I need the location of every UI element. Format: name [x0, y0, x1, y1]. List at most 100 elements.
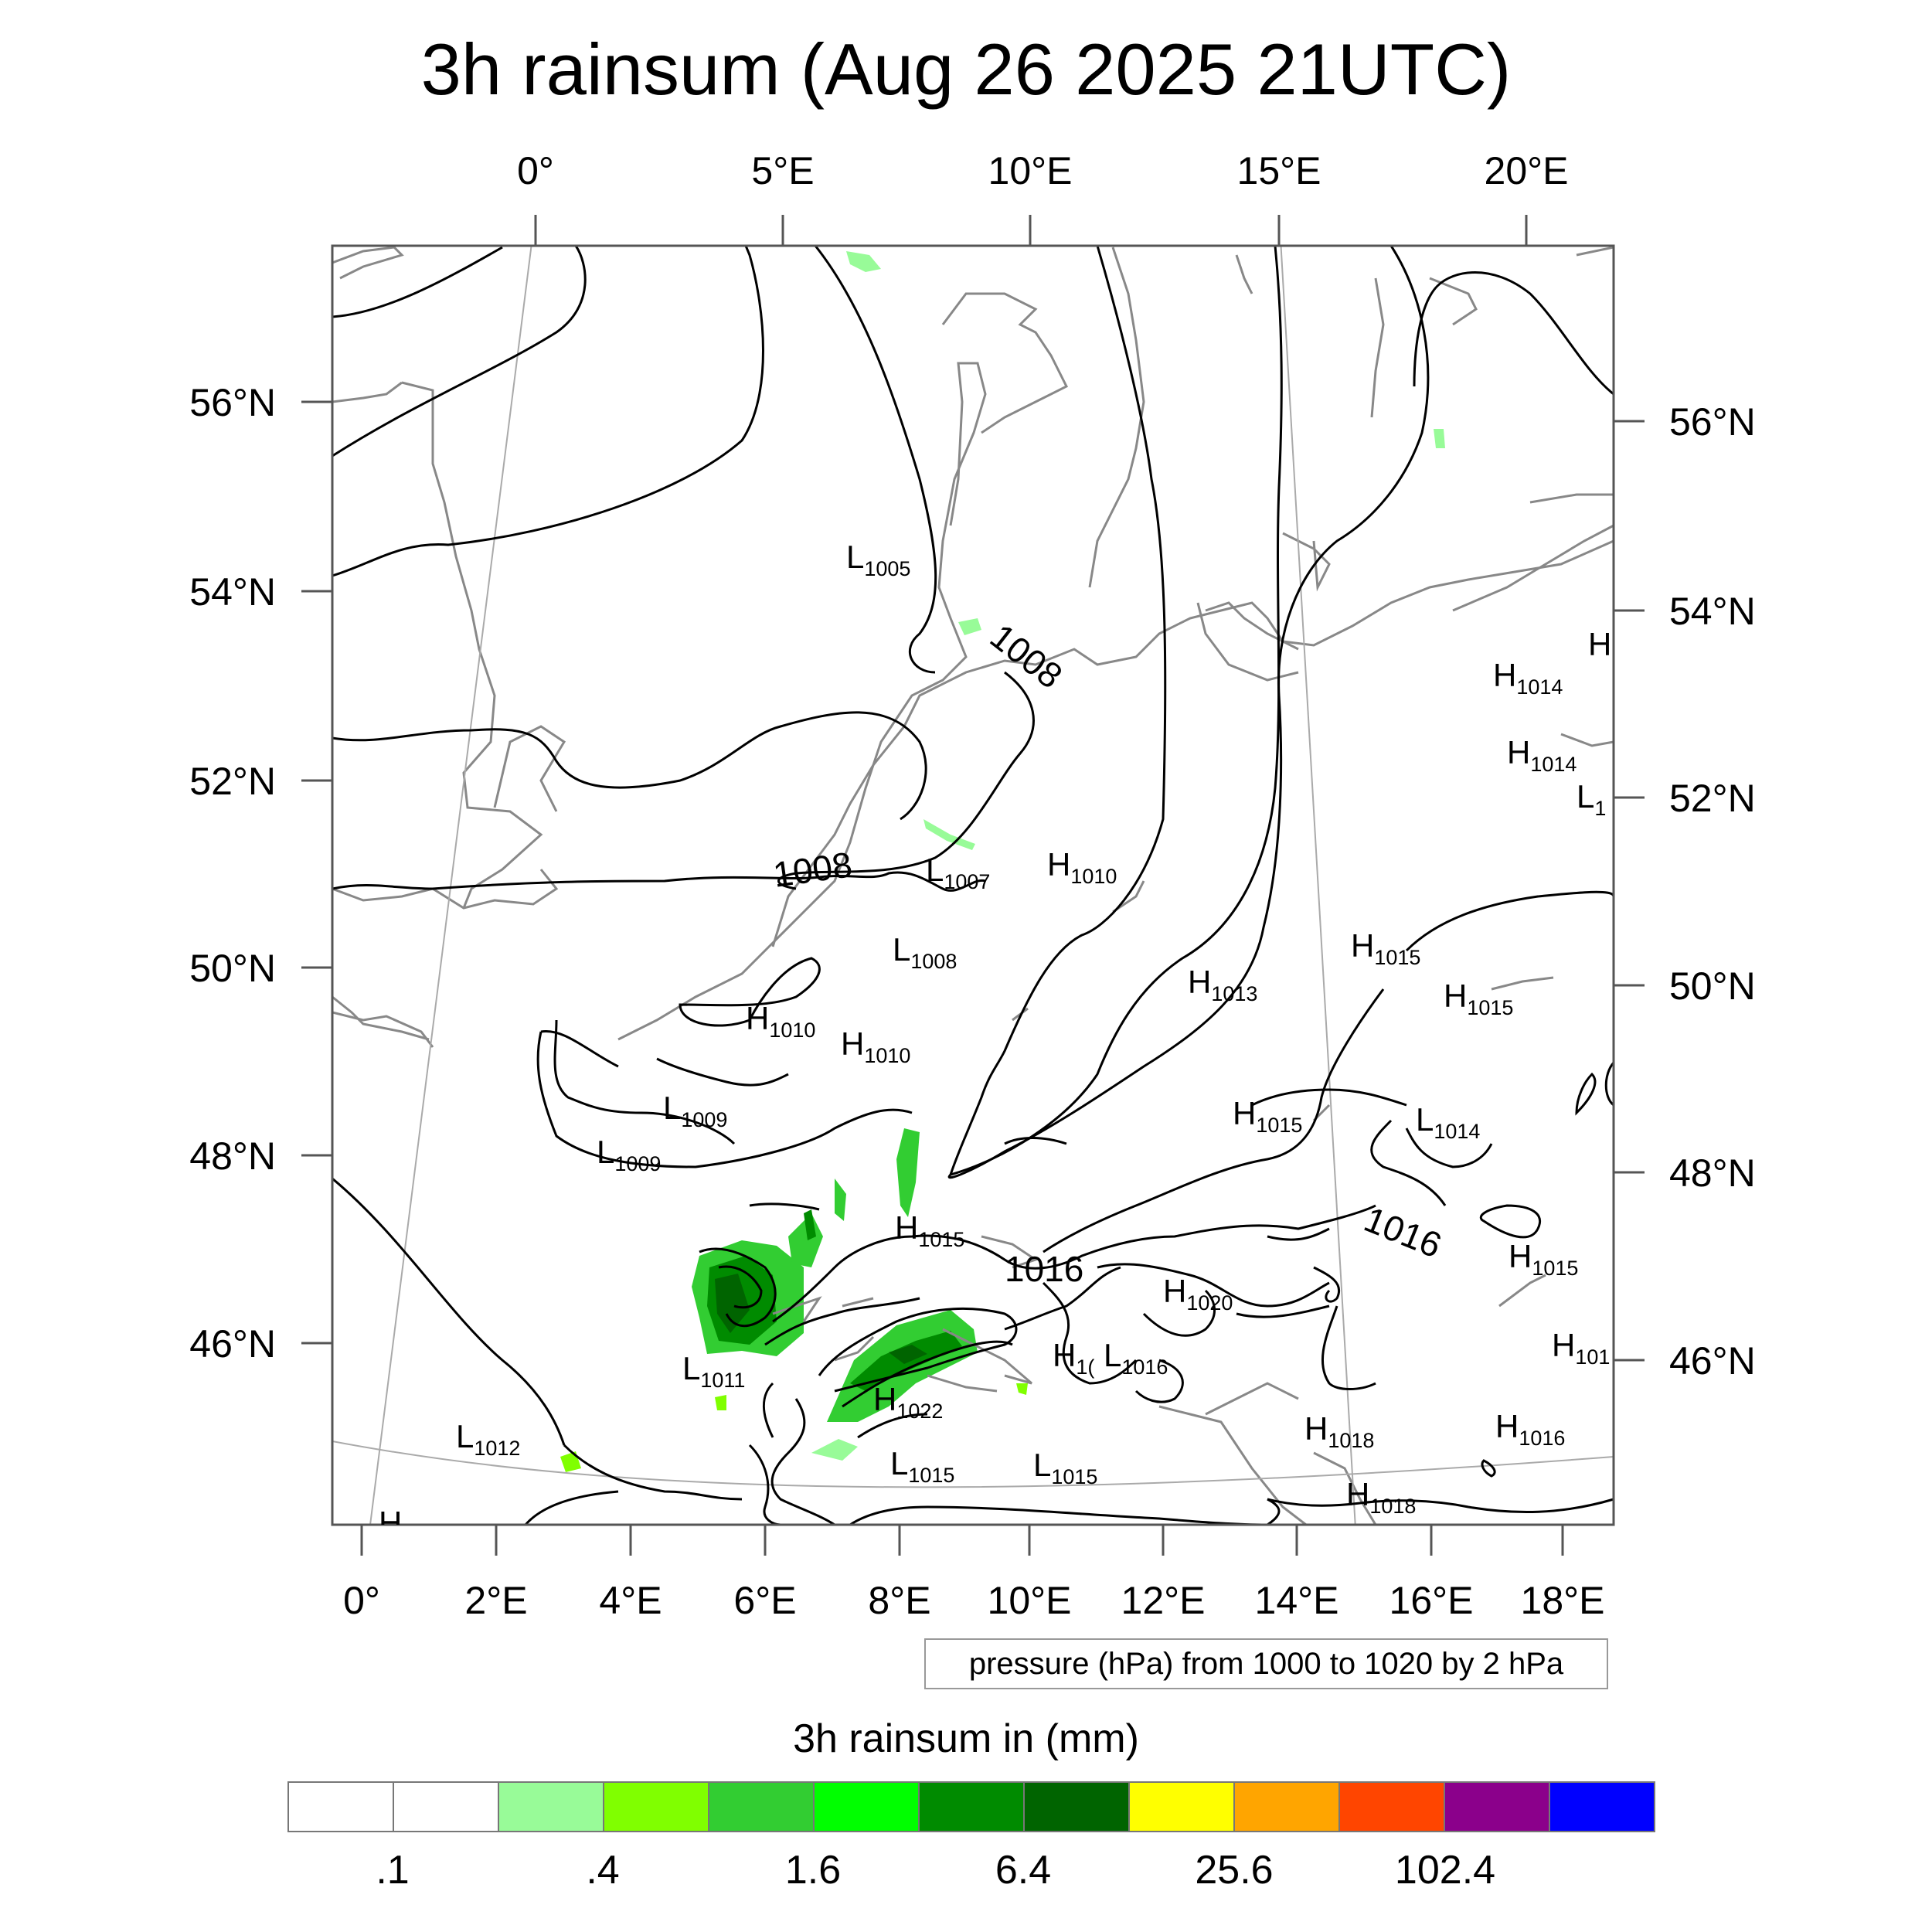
pressure-center-value: 1015 — [1374, 946, 1420, 969]
tick-label: 4°E — [599, 1579, 662, 1622]
pressure-center-letter: H — [379, 1505, 402, 1541]
pressure-center-letter: L — [926, 852, 944, 888]
pressure-center-letter: H — [1351, 927, 1374, 964]
right-tick-labels: 56°N 54°N 52°N 50°N 48°N 46°N — [1669, 400, 1756, 1383]
rain-patch — [835, 1179, 846, 1221]
tick-label: 10°E — [988, 149, 1073, 192]
pressure-center-value: 1005 — [864, 557, 910, 580]
pressure-center-value: 1 — [1594, 797, 1606, 820]
colorbar-label: 25.6 — [1195, 1848, 1274, 1893]
contour-labels: 1008 1008 1016 1016 — [770, 616, 1447, 1289]
rain-patch — [715, 1395, 726, 1410]
tick-label: 48°N — [1669, 1151, 1756, 1195]
pressure-center-label: H1015 — [895, 1209, 964, 1251]
tick-marks — [301, 215, 1645, 1556]
tick-label: 12°E — [1121, 1579, 1206, 1622]
tick-label: 8°E — [868, 1579, 930, 1622]
colorbar-title: 3h rainsum in (mm) — [793, 1716, 1139, 1761]
colorbar-box — [1025, 1783, 1130, 1831]
pressure-center-label: H1010 — [746, 1000, 815, 1042]
pressure-center-letter: H — [895, 1209, 918, 1246]
pressure-center-label: L1009 — [663, 1090, 727, 1131]
isobar-label: 1016 — [1005, 1249, 1083, 1289]
pressure-center-label: H1010 — [841, 1026, 910, 1067]
pressure-center-value: 1014 — [1434, 1120, 1480, 1143]
colorbar-box — [604, 1783, 709, 1831]
tick-label: 10°E — [988, 1579, 1072, 1622]
pressure-center-label: L1 — [1577, 778, 1606, 820]
pressure-center-letter: H — [1588, 626, 1611, 662]
pressure-center-label: H1018 — [1346, 1476, 1416, 1518]
map-frame — [331, 244, 1615, 1526]
pressure-center-label: L1011 — [682, 1350, 745, 1392]
pressure-center-letter: L — [890, 1445, 908, 1481]
pressure-center-value: 1012 — [474, 1437, 520, 1460]
tick-label: 54°N — [1669, 590, 1756, 633]
coastlines — [332, 246, 1614, 1525]
pressure-center-value: 1018 — [1369, 1495, 1416, 1518]
pressure-center-letter: H — [1163, 1273, 1186, 1309]
pressure-center-label: L1005 — [846, 539, 910, 580]
rain-patch — [804, 1209, 816, 1240]
tick-label: 56°N — [1669, 400, 1756, 444]
pressure-center-letter: H — [1509, 1238, 1532, 1274]
colorbar-box — [394, 1783, 499, 1831]
pressure-center-label: H1018 — [1304, 1410, 1374, 1452]
pressure-center-label: H1( — [1053, 1337, 1094, 1379]
pressure-center-value: 1014 — [1516, 675, 1563, 699]
top-tick-labels: 0° 5°E 10°E 15°E 20°E — [517, 149, 1568, 192]
rain-patch — [958, 618, 981, 635]
rain-patch — [560, 1451, 581, 1472]
rain-patch — [846, 251, 881, 272]
pressure-center-value: 1016 — [1121, 1355, 1168, 1379]
rain-field — [560, 251, 1445, 1472]
pressure-center-value: 101 — [1575, 1345, 1610, 1369]
colorbar-label: .4 — [586, 1848, 620, 1893]
pressure-center-value: 1( — [1076, 1355, 1094, 1379]
pressure-center-label: L1008 — [893, 931, 957, 973]
colorbar-box — [1130, 1783, 1235, 1831]
tick-label: 54°N — [189, 570, 276, 614]
pressure-center-value: 1010 — [769, 1019, 815, 1042]
pressure-center-value: 1010 — [1070, 865, 1117, 888]
pressure-center-label: L1014 — [1416, 1101, 1480, 1143]
pressure-center-value: 1008 — [910, 950, 957, 973]
left-tick-labels: 56°N 54°N 52°N 50°N 48°N 46°N — [189, 381, 276, 1366]
pressure-center-value: 1015 — [908, 1464, 954, 1487]
pressure-center-value: 1013 — [1211, 982, 1257, 1005]
pressure-center-label: H1015 — [1444, 978, 1513, 1019]
pressure-center-letter: H — [1304, 1410, 1328, 1447]
pressure-center-letter: H — [1444, 978, 1467, 1014]
pressure-center-label: H1015 — [1351, 927, 1420, 969]
tick-label: 14°E — [1255, 1579, 1339, 1622]
pressure-center-letter: H — [1188, 964, 1211, 1000]
map-title: 3h rainsum (Aug 26 2025 21UTC) — [420, 29, 1512, 110]
pressure-center-label: L1009 — [597, 1134, 661, 1175]
pressure-center-label: L1012 — [456, 1418, 520, 1460]
isobar-label: 1008 — [770, 844, 855, 895]
isobar-label: 1008 — [983, 616, 1070, 696]
pressure-center-label: L1015 — [1033, 1447, 1097, 1488]
pressure-center-label: H1013 — [1188, 964, 1257, 1005]
colorbar-label: 6.4 — [995, 1848, 1052, 1893]
pressure-center-letter: L — [846, 539, 864, 575]
pressure-center-value: 1015 — [1532, 1257, 1578, 1280]
contour-info-box: pressure (hPa) from 1000 to 1020 by 2 hP… — [924, 1638, 1608, 1689]
tick-label: 16°E — [1389, 1579, 1474, 1622]
tick-label: 52°N — [1669, 777, 1756, 820]
colorbar-box — [1445, 1783, 1550, 1831]
tick-label: 46°N — [189, 1322, 276, 1366]
rain-patch — [1016, 1383, 1028, 1395]
tick-label: 18°E — [1521, 1579, 1605, 1622]
rain-patch — [715, 1274, 750, 1333]
pressure-center-value: 1007 — [944, 870, 990, 893]
pressure-center-value: 1015 — [1467, 996, 1513, 1019]
pressure-center-value: 1014 — [1530, 753, 1577, 776]
pressure-center-label: H1015 — [1509, 1238, 1578, 1280]
pressure-center-value: 1016 — [1519, 1427, 1565, 1450]
colorbar-box — [1550, 1783, 1654, 1831]
colorbar-box — [815, 1783, 920, 1831]
pressure-center-letter: H — [1346, 1476, 1369, 1512]
pressure-center-value: 1010 — [864, 1044, 910, 1067]
tick-label: 15°E — [1237, 149, 1321, 192]
